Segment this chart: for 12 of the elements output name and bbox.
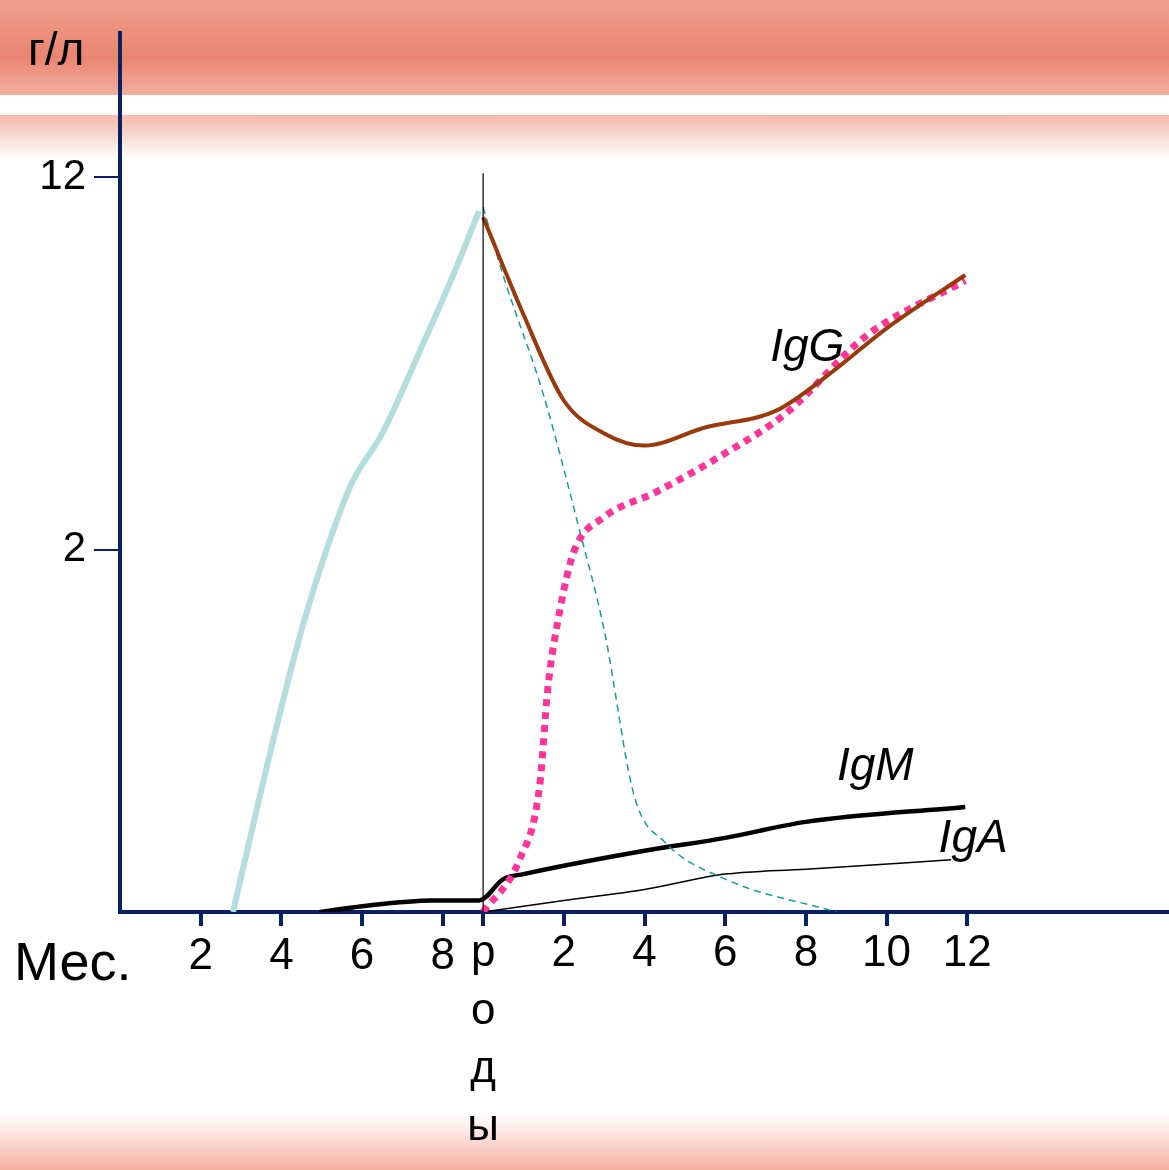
x-axis-title: Мес. bbox=[14, 930, 132, 992]
x2-tick-label: 10 bbox=[862, 926, 912, 976]
x-tick-label: 4 bbox=[269, 929, 294, 979]
y-axis-title: г/л bbox=[28, 22, 85, 76]
series-label: IgG bbox=[770, 318, 845, 371]
x2-tick-label: роды bbox=[467, 926, 499, 1150]
series-label: IgM bbox=[836, 737, 915, 790]
x2-tick-label: 12 bbox=[942, 926, 992, 976]
series-label: IgA bbox=[938, 809, 1008, 862]
x-tick-label: 2 bbox=[188, 929, 213, 979]
x-tick-label: 8 bbox=[430, 929, 456, 979]
x-tick-label: 6 bbox=[349, 929, 375, 979]
